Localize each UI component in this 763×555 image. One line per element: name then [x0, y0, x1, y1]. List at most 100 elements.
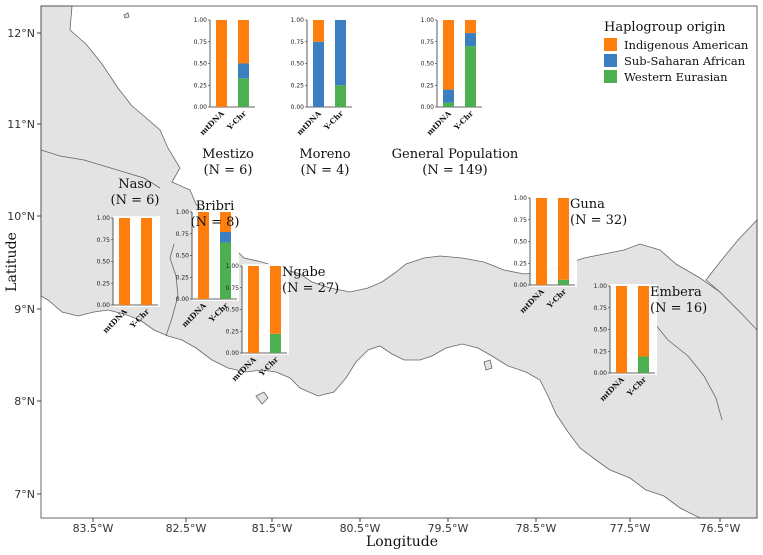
population-name: Naso — [118, 177, 152, 192]
y-tick: 11°N — [7, 118, 41, 131]
bar-segment — [443, 102, 454, 107]
y-tick-label: 8°N — [14, 395, 35, 408]
bar-segment — [270, 266, 281, 334]
bar-segment — [238, 20, 249, 64]
population-sample-size: (N = 149) — [422, 163, 488, 178]
x-tick-label: 76.5°W — [700, 522, 741, 535]
chart-y-tick-label: 1.00 — [594, 283, 608, 290]
chart-y-tick-label: 0.00 — [176, 296, 190, 303]
y-tick-label: 9°N — [14, 303, 35, 316]
chart-y-tick-label: 0.50 — [421, 61, 435, 68]
bar-segment — [465, 33, 476, 47]
chart-y-tick-label: 1.00 — [291, 17, 305, 24]
x-tick: 81.5°W — [252, 518, 293, 535]
chart-y-tick-label: 0.50 — [291, 61, 305, 68]
chart-y-tick-label: 0.50 — [194, 61, 208, 68]
chart-y-tick-label: 0.75 — [226, 285, 240, 292]
x-axis: 83.5°W 82.5°W 81.5°W 80.5°W 79.5°W 78.5°… — [73, 518, 741, 535]
x-tick: 79.5°W — [428, 518, 469, 535]
population-name: Moreno — [299, 147, 350, 162]
chart-y-tick-label: 1.00 — [226, 263, 240, 270]
population-sample-size: (N = 27) — [282, 281, 339, 296]
chart-y-tick-label: 0.00 — [421, 104, 435, 111]
y-tick: 10°N — [7, 210, 41, 223]
chart-y-tick-label: 0.75 — [97, 237, 111, 244]
chart-y-tick-label: 0.25 — [176, 274, 190, 281]
population-sample-size: (N = 6) — [204, 163, 253, 178]
island-north — [123, 12, 130, 19]
x-tick: 76.5°W — [700, 518, 741, 535]
legend-swatch — [604, 38, 617, 51]
border-costa-rica-panama — [165, 243, 179, 337]
x-tick: 78.5°W — [516, 518, 557, 535]
y-tick: 9°N — [14, 303, 41, 316]
x-tick-label: 83.5°W — [73, 522, 114, 535]
y-tick-label: 12°N — [7, 27, 35, 40]
chart-y-tick-label: 0.00 — [194, 104, 208, 111]
bar-segment — [248, 266, 259, 353]
population-sample-size: (N = 32) — [570, 213, 627, 228]
chart-y-tick-label: 0.50 — [226, 307, 240, 314]
x-tick: 77.5°W — [610, 518, 651, 535]
legend-background — [598, 14, 750, 90]
chart-y-tick-label: 0.50 — [514, 239, 528, 246]
chart-y-tick-label: 0.25 — [514, 260, 528, 267]
chart-y-tick-label: 0.00 — [226, 350, 240, 357]
y-tick-label: 7°N — [14, 488, 35, 501]
chart-y-tick-label: 0.00 — [514, 282, 528, 289]
island-pearl — [483, 359, 493, 371]
legend-label: Western Eurasian — [624, 70, 728, 84]
legend-item: Sub-Saharan African — [604, 54, 746, 68]
bar-segment — [638, 356, 649, 373]
chart-y-tick-label: 0.25 — [97, 280, 111, 287]
x-tick: 83.5°W — [73, 518, 114, 535]
chart-y-tick-label: 0.00 — [291, 104, 305, 111]
y-tick: 7°N — [14, 488, 41, 501]
x-tick-label: 77.5°W — [610, 522, 651, 535]
chart-y-tick-label: 0.75 — [514, 217, 528, 224]
bar-segment — [558, 279, 569, 285]
legend-item: Indigenous American — [604, 38, 749, 52]
chart-y-tick-label: 1.00 — [194, 17, 208, 24]
legend: Haplogroup origin Indigenous American Su… — [598, 14, 750, 90]
chart-y-tick-label: 0.25 — [194, 82, 208, 89]
bar-segment — [443, 89, 454, 103]
chart-y-tick-label: 0.75 — [176, 231, 190, 238]
chart-y-tick-label: 0.50 — [176, 253, 190, 260]
chart-y-tick-label: 0.00 — [594, 370, 608, 377]
x-tick-label: 82.5°W — [166, 522, 207, 535]
population-name: Guna — [570, 197, 605, 212]
population-name: Embera — [650, 285, 702, 300]
border-nicaragua-costa-rica — [40, 149, 161, 189]
y-axis: 12°N 11°N 10°N 9°N 8°N 7°N — [7, 27, 41, 501]
chart-y-tick-label: 0.50 — [97, 259, 111, 266]
population-name: Bribri — [196, 199, 235, 214]
y-tick: 8°N — [14, 395, 41, 408]
y-tick-label: 11°N — [7, 118, 35, 131]
bar-segment — [220, 242, 231, 299]
chart-y-tick-label: 0.25 — [594, 348, 608, 355]
map-frame — [40, 5, 758, 519]
bar-segment — [443, 20, 454, 90]
population-sample-size: (N = 16) — [650, 301, 707, 316]
chart-y-tick-label: 0.50 — [594, 327, 608, 334]
bar-segment — [220, 232, 231, 243]
bar-segment — [220, 212, 231, 233]
bar-segment — [238, 63, 249, 79]
bar-segment — [198, 212, 209, 299]
bar-segment — [270, 333, 281, 353]
x-tick: 80.5°W — [340, 518, 381, 535]
bar-segment — [141, 218, 152, 305]
chart-y-tick-label: 1.00 — [514, 195, 528, 202]
bar-segment — [216, 20, 227, 107]
y-tick-label: 10°N — [7, 210, 35, 223]
legend-label: Indigenous American — [624, 38, 749, 52]
chart-y-tick-label: 0.25 — [226, 328, 240, 335]
legend-swatch — [604, 70, 617, 83]
legend-swatch — [604, 54, 617, 67]
x-tick: 82.5°W — [166, 518, 207, 535]
y-tick: 12°N — [7, 27, 41, 40]
bar-segment — [335, 20, 346, 86]
chart-y-tick-label: 0.75 — [421, 39, 435, 46]
